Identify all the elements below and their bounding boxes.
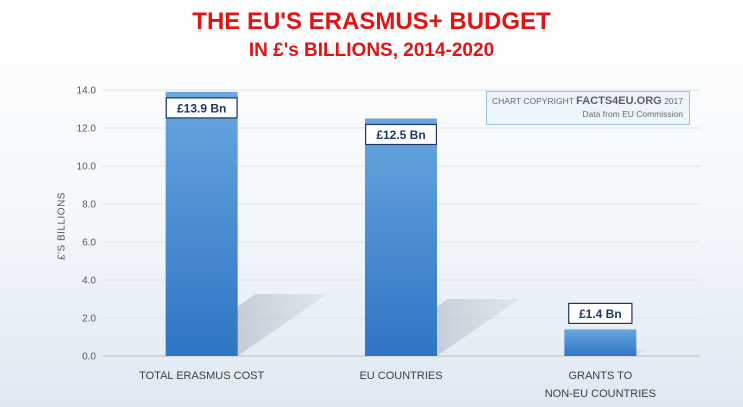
data-label: £12.5 Bn xyxy=(376,128,425,142)
y-tick-label: 8.0 xyxy=(82,200,96,211)
bar xyxy=(365,118,437,356)
y-tick-label: 14.0 xyxy=(77,86,97,97)
chart-title: THE EU'S ERASMUS+ BUDGET xyxy=(192,8,551,35)
y-tick-label: 6.0 xyxy=(82,238,96,249)
category-label: EU COUNTRIES xyxy=(359,370,442,382)
data-label-box xyxy=(568,302,633,324)
y-tick-label: 2.0 xyxy=(82,314,96,325)
data-label: £13.9 Bn xyxy=(177,101,226,115)
copyright-year: 2017 xyxy=(664,96,683,106)
y-tick-label: 0.0 xyxy=(82,352,96,363)
category-label: TOTAL ERASMUS COST xyxy=(139,370,264,382)
y-tick-label: 10.0 xyxy=(77,162,97,173)
copyright-box: CHART COPYRIGHT FACTS4EU.ORG 2017 Data f… xyxy=(486,91,690,125)
chart-subtitle: IN £'s BILLIONS, 2014-2020 xyxy=(248,40,495,61)
y-tick-label: 4.0 xyxy=(82,276,96,287)
data-label-box xyxy=(165,97,238,119)
copyright-prefix: CHART COPYRIGHT xyxy=(492,96,574,106)
bar xyxy=(165,91,238,357)
copyright-brand: FACTS4EU.ORG xyxy=(576,95,662,107)
y-tick-label: 12.0 xyxy=(77,124,97,135)
category-label: GRANTS TO NON-EU COUNTRIES xyxy=(545,370,656,400)
data-label: £1.4 Bn xyxy=(579,307,622,321)
bar xyxy=(564,329,637,356)
copyright-source: Data from EU Commission xyxy=(582,109,683,119)
data-label-box xyxy=(365,123,438,146)
copyright-line: CHART COPYRIGHT FACTS4EU.ORG 2017 xyxy=(487,95,683,108)
